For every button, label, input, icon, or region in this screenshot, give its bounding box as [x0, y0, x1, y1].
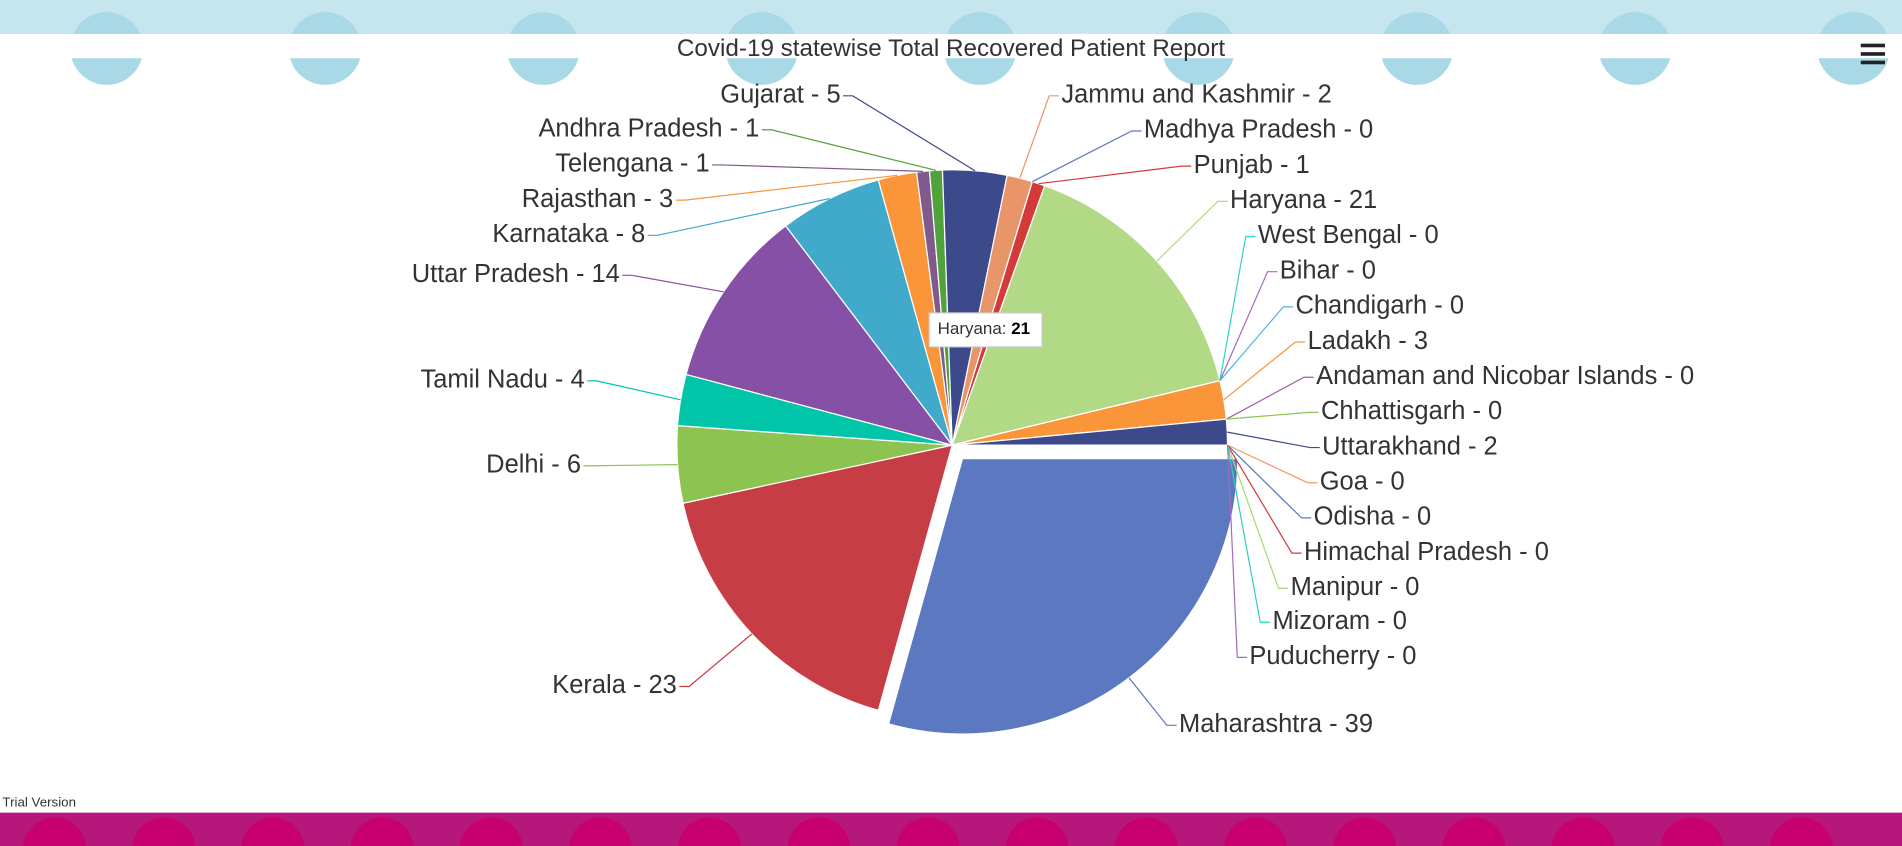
data-label: Punjab - 1: [1194, 151, 1310, 179]
connector: [587, 380, 681, 401]
data-label: Haryana - 21: [1230, 186, 1377, 214]
data-label: Kerala - 23: [552, 671, 677, 699]
data-label: Mizoram - 0: [1272, 607, 1406, 635]
data-label: Karnataka - 8: [492, 220, 645, 248]
data-label: Gujarat - 5: [720, 81, 840, 109]
data-labels: Maharashtra - 39 Kerala - 23 Delhi - 6 Tami…: [412, 81, 1694, 738]
connector: [1219, 235, 1256, 381]
connector: [647, 197, 830, 236]
connector: [1227, 444, 1302, 554]
chart-title: Covid-19 statewise Total Recovered Patie…: [677, 35, 1225, 62]
connector: [1227, 431, 1320, 449]
data-label: Goa - 0: [1320, 467, 1405, 495]
connector: [1226, 445, 1271, 623]
data-label: Andhra Pradesh - 1: [538, 115, 759, 143]
connector: [679, 633, 753, 688]
connector: [1226, 445, 1247, 658]
data-label: Puducherry - 0: [1249, 642, 1416, 670]
data-label: Madhya Pradesh - 0: [1144, 116, 1373, 144]
connector: [675, 174, 898, 201]
connector: [712, 164, 924, 172]
tooltip: Haryana: 21: [928, 312, 1043, 348]
connector: [622, 274, 724, 293]
data-label: Chandigarh - 0: [1295, 292, 1463, 320]
data-label: Tamil Nadu - 4: [420, 366, 584, 394]
menu-button[interactable]: [1860, 43, 1886, 65]
connector: [1226, 376, 1314, 420]
connector: [1128, 677, 1177, 726]
data-label: Chhattisgarh - 0: [1321, 397, 1502, 425]
data-label: Uttar Pradesh - 14: [412, 260, 620, 288]
connector: [1227, 444, 1318, 484]
connector: [1226, 444, 1289, 589]
header-band: [0, 0, 1902, 85]
data-label: Andaman and Nicobar Islands - 0: [1316, 362, 1694, 390]
data-label: Odisha - 0: [1314, 503, 1432, 531]
data-label: Himachal Pradesh - 0: [1304, 538, 1549, 566]
pie: [676, 169, 1239, 735]
tooltip-label: Haryana:: [938, 319, 1007, 338]
connector: [843, 95, 976, 172]
connector: [1019, 95, 1059, 179]
connector: [1219, 306, 1294, 382]
data-label: Telengana - 1: [555, 150, 709, 178]
tooltip-value: 21: [1011, 319, 1030, 338]
data-label: West Bengal - 0: [1258, 221, 1439, 249]
connector: [1038, 165, 1192, 185]
pie-slice: [887, 458, 1239, 735]
data-label: Ladakh - 3: [1308, 327, 1428, 355]
footer-band: [0, 812, 1902, 846]
connector: [761, 129, 937, 171]
connector: [1156, 200, 1228, 262]
data-label: Bihar - 0: [1280, 256, 1376, 284]
watermark: Trial Version: [2, 794, 76, 809]
pie-slice: [685, 225, 954, 447]
connector: [1226, 411, 1319, 420]
connector: [1219, 271, 1278, 381]
connector: [1223, 341, 1306, 401]
data-label: Jammu and Kashmir - 2: [1061, 81, 1331, 109]
data-label: Delhi - 6: [486, 450, 581, 478]
data-label: Rajasthan - 3: [522, 185, 673, 213]
connector: [1032, 130, 1142, 183]
data-label: Uttarakhand - 2: [1322, 432, 1498, 460]
connector: [583, 464, 678, 467]
data-label: Maharashtra - 39: [1179, 710, 1373, 738]
connector: [1227, 444, 1312, 519]
tooltip-text: Haryana: 21: [938, 319, 1030, 338]
pie-slice: [682, 444, 954, 712]
data-label: Manipur - 0: [1291, 573, 1420, 601]
